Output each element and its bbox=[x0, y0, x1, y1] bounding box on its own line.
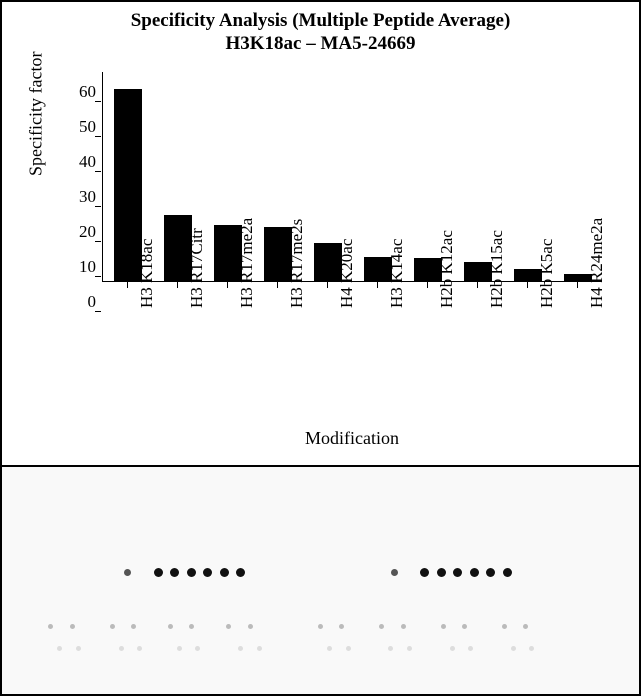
x-tick-mark bbox=[327, 282, 328, 288]
x-tick-label: H3 R17Citr bbox=[187, 288, 207, 308]
blot-spot bbox=[257, 646, 262, 651]
blot-spot bbox=[154, 568, 163, 577]
chart-title: Specificity Analysis (Multiple Peptide A… bbox=[2, 10, 639, 56]
x-tick-label: H2b K15ac bbox=[487, 288, 507, 308]
blot-spot bbox=[236, 568, 245, 577]
blot-spot bbox=[511, 646, 516, 651]
x-tick-label: H2b K5ac bbox=[537, 288, 557, 308]
x-axis-label: Modification bbox=[102, 428, 602, 449]
blot-spot bbox=[168, 624, 173, 629]
blot-spot bbox=[248, 624, 253, 629]
blot-panel bbox=[2, 467, 639, 694]
blot-spot bbox=[420, 568, 429, 577]
blot-spot bbox=[441, 624, 446, 629]
blot-spot bbox=[468, 646, 473, 651]
blot-spot bbox=[346, 646, 351, 651]
blot-spot bbox=[131, 624, 136, 629]
x-tick-label: H4 K20ac bbox=[337, 288, 357, 308]
x-tick-label: H3 K14ac bbox=[387, 288, 407, 308]
y-tick: 20 bbox=[38, 222, 96, 242]
blot-spot bbox=[318, 624, 323, 629]
blot-spot bbox=[529, 646, 534, 651]
blot-spot bbox=[391, 569, 398, 576]
blot-spot bbox=[379, 624, 384, 629]
x-tick-label: H3 R17me2s bbox=[287, 288, 307, 308]
x-tick-label: H3 K18ac bbox=[137, 288, 157, 308]
y-tick: 60 bbox=[38, 82, 96, 102]
x-tick-mark bbox=[127, 282, 128, 288]
x-tick-mark bbox=[477, 282, 478, 288]
blot-spot bbox=[486, 568, 495, 577]
blot-spot bbox=[137, 646, 142, 651]
blot-spot bbox=[57, 646, 62, 651]
blot-spot bbox=[187, 568, 196, 577]
blot-spot bbox=[226, 624, 231, 629]
x-tick-mark bbox=[427, 282, 428, 288]
x-tick-mark bbox=[277, 282, 278, 288]
blot-spot bbox=[503, 568, 512, 577]
title-line-2: H3K18ac – MA5-24669 bbox=[2, 33, 639, 56]
blot-spot bbox=[70, 624, 75, 629]
blot-spot bbox=[124, 569, 131, 576]
blot-spot bbox=[523, 624, 528, 629]
x-tick-label: H2b K12ac bbox=[437, 288, 457, 308]
bar-chart: Specificity factor Modification 01020304… bbox=[38, 66, 618, 452]
chart-panel: Specificity Analysis (Multiple Peptide A… bbox=[2, 2, 639, 467]
blot-spot bbox=[76, 646, 81, 651]
blot-spot bbox=[238, 646, 243, 651]
blot-spot bbox=[203, 568, 212, 577]
y-tick: 30 bbox=[38, 187, 96, 207]
blot-spot bbox=[453, 568, 462, 577]
y-tick: 0 bbox=[38, 292, 96, 312]
blot-spot bbox=[110, 624, 115, 629]
title-line-1: Specificity Analysis (Multiple Peptide A… bbox=[2, 10, 639, 33]
x-tick-mark bbox=[527, 282, 528, 288]
blot-spot bbox=[470, 568, 479, 577]
x-tick-label: H3 R17me2a bbox=[237, 288, 257, 308]
x-tick-mark bbox=[227, 282, 228, 288]
blot-spot bbox=[170, 568, 179, 577]
blot-spot bbox=[388, 646, 393, 651]
blot-spot bbox=[327, 646, 332, 651]
y-tick: 40 bbox=[38, 152, 96, 172]
blot-spot bbox=[220, 568, 229, 577]
blot-spot bbox=[195, 646, 200, 651]
blot-spot bbox=[437, 568, 446, 577]
blot-spot bbox=[502, 624, 507, 629]
blot-spot bbox=[339, 624, 344, 629]
blot-spot bbox=[462, 624, 467, 629]
x-tick-mark bbox=[177, 282, 178, 288]
x-tick-mark bbox=[577, 282, 578, 288]
y-tick: 10 bbox=[38, 257, 96, 277]
x-tick-label: H4 R24me2a bbox=[587, 288, 607, 308]
y-tick: 50 bbox=[38, 117, 96, 137]
blot-spot bbox=[401, 624, 406, 629]
blot-spot bbox=[48, 624, 53, 629]
blot-spot bbox=[189, 624, 194, 629]
blot-spot bbox=[450, 646, 455, 651]
blot-image bbox=[14, 475, 627, 686]
figure-frame: Specificity Analysis (Multiple Peptide A… bbox=[0, 0, 641, 696]
blot-spot bbox=[177, 646, 182, 651]
blot-spot bbox=[407, 646, 412, 651]
x-tick-mark bbox=[377, 282, 378, 288]
blot-spot bbox=[119, 646, 124, 651]
